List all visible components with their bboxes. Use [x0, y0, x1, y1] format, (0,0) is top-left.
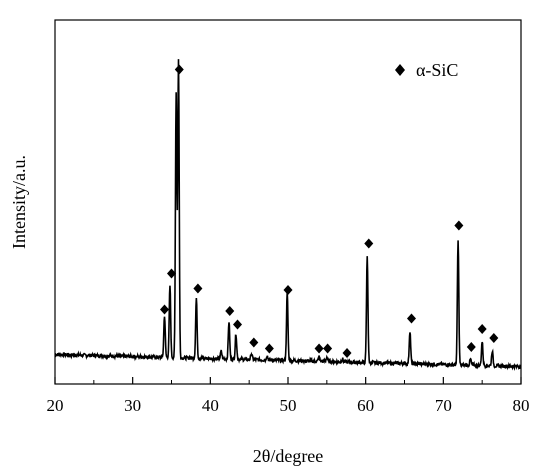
peak-diamond-marker [225, 306, 235, 316]
peak-diamond-marker [283, 285, 293, 295]
peak-diamond-marker [406, 313, 416, 324]
plot-area [54, 59, 522, 371]
legend-label: α-SiC [416, 60, 458, 80]
peak-diamond-marker [233, 319, 243, 330]
legend: α-SiC [395, 60, 458, 80]
peak-markers [160, 64, 499, 358]
peak-diamond-marker [489, 333, 499, 343]
x-tick-label: 50 [280, 396, 297, 415]
peak-diamond-marker [249, 337, 259, 348]
peak-diamond-marker [477, 324, 487, 334]
legend-diamond-icon [395, 64, 405, 76]
x-tick-label: 30 [124, 396, 141, 415]
peak-diamond-marker [323, 343, 333, 354]
peak-diamond-marker [314, 343, 324, 354]
xrd-pattern-line [54, 59, 522, 371]
peak-diamond-marker [160, 304, 170, 315]
x-tick-label: 20 [47, 396, 64, 415]
peak-diamond-marker [364, 238, 374, 249]
y-axis-title: Intensity/a.u. [9, 155, 29, 249]
peak-diamond-marker [466, 342, 476, 352]
x-axis-ticks: 20 30 40 50 60 70 80 [47, 377, 530, 415]
peak-diamond-marker [174, 64, 184, 75]
peak-diamond-marker [342, 348, 352, 358]
x-tick-label: 70 [435, 396, 452, 415]
x-tick-label: 80 [513, 396, 530, 415]
peak-diamond-marker [193, 283, 203, 294]
peak-diamond-marker [454, 220, 464, 231]
peak-diamond-marker [264, 343, 274, 354]
peak-diamond-marker [167, 268, 176, 279]
x-tick-label: 40 [202, 396, 219, 415]
x-axis-title: 2θ/degree [253, 446, 324, 466]
x-tick-label: 60 [357, 396, 374, 415]
